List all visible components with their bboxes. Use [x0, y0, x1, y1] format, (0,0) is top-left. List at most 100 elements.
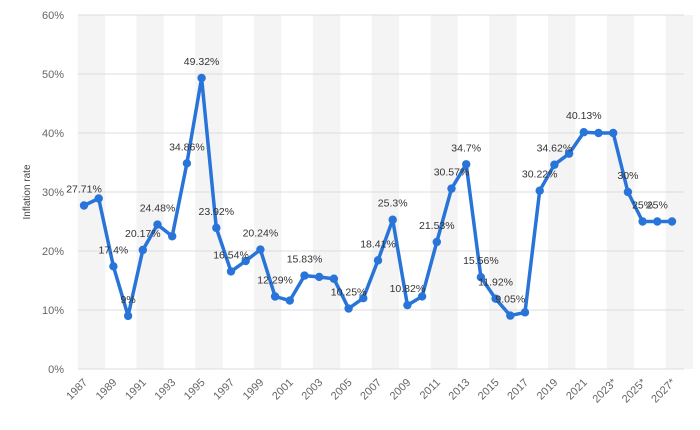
data-label: 30.22%: [522, 169, 558, 181]
x-tick-label: 2001: [270, 377, 296, 403]
data-point[interactable]: [609, 128, 618, 138]
x-tick-label: 2009: [388, 377, 414, 403]
data-label: 49.32%: [184, 56, 220, 68]
data-label: 30%: [617, 170, 638, 182]
x-tick-label: 1997: [211, 377, 237, 403]
data-label: 25%: [632, 200, 653, 212]
data-label: 18.41%: [360, 238, 396, 250]
data-point[interactable]: [491, 294, 500, 303]
x-tick-label: 1999: [241, 377, 267, 403]
data-point[interactable]: [153, 220, 162, 229]
data-point[interactable]: [667, 217, 677, 226]
x-tick-label: 1991: [123, 377, 149, 403]
data-point[interactable]: [388, 215, 397, 224]
data-label: 30.57%: [434, 167, 470, 179]
x-tick-label: 2021: [564, 377, 590, 403]
y-tick-label: 0%: [48, 364, 64, 376]
data-point[interactable]: [138, 245, 147, 255]
data-point[interactable]: [344, 304, 353, 313]
y-tick-label: 50%: [42, 69, 64, 81]
y-tick-label: 30%: [42, 187, 64, 199]
data-point[interactable]: [373, 256, 383, 265]
x-tick-label: 1993: [153, 377, 179, 403]
data-point[interactable]: [417, 292, 427, 301]
data-point[interactable]: [638, 217, 647, 226]
x-tick-label: 2005: [329, 377, 355, 403]
x-tick-label: 2007: [358, 377, 384, 403]
data-point[interactable]: [79, 201, 89, 210]
data-label: 40.13%: [566, 110, 602, 122]
y-axis-ticks: 0% 10% 20% 30% 40% 50% 60%: [42, 10, 64, 376]
x-tick-label: 1995: [182, 377, 208, 403]
data-point[interactable]: [285, 296, 294, 305]
data-point[interactable]: [329, 274, 339, 283]
data-point[interactable]: [270, 292, 280, 301]
x-tick-label: 2027*: [649, 376, 678, 405]
y-tick-label: 40%: [42, 128, 64, 140]
data-label: 16.54%: [213, 249, 249, 261]
data-point[interactable]: [447, 184, 456, 193]
data-label: 34.7%: [451, 142, 481, 154]
data-label: 17.4%: [99, 244, 129, 256]
data-point[interactable]: [123, 311, 133, 321]
data-point[interactable]: [564, 149, 574, 158]
data-labels: 27.71% 17.4% 9% 20.17% 24.48% 34.86% 49.32% 23.…: [66, 56, 668, 306]
data-label: 25.3%: [378, 198, 408, 210]
y-tick-label: 10%: [42, 305, 64, 317]
x-tick-label: 2017: [505, 377, 531, 403]
data-point[interactable]: [550, 160, 559, 169]
x-tick-label: 2025*: [620, 376, 649, 405]
x-tick-label: 2015: [476, 377, 502, 403]
data-label: 27.71%: [66, 184, 102, 196]
data-point[interactable]: [182, 159, 192, 168]
y-axis-label: Inflation rate: [22, 164, 33, 219]
x-tick-label: 2019: [535, 377, 561, 403]
data-label: 15.83%: [287, 254, 323, 266]
data-point[interactable]: [226, 267, 236, 276]
data-label: 25%: [647, 200, 668, 212]
data-label: 34.86%: [169, 141, 205, 153]
data-label: 21.53%: [419, 220, 455, 232]
data-label: 34.62%: [537, 143, 573, 155]
series-group: [79, 73, 677, 321]
x-tick-label: 2013: [447, 377, 473, 403]
data-label: 20.17%: [125, 228, 161, 240]
data-label: 12.29%: [257, 274, 293, 286]
y-tick-label: 60%: [42, 10, 64, 22]
data-point[interactable]: [212, 223, 221, 233]
data-point[interactable]: [462, 160, 471, 169]
data-point[interactable]: [506, 311, 515, 320]
x-tick-label: 2011: [418, 377, 443, 402]
x-tick-label: 2003: [300, 377, 326, 403]
data-label: 9%: [121, 294, 136, 306]
x-tick-label: 1989: [94, 377, 120, 403]
x-tick-label: 1987: [64, 377, 90, 403]
data-point[interactable]: [623, 187, 633, 197]
data-point[interactable]: [653, 217, 662, 226]
data-label: 20.24%: [243, 228, 279, 240]
data-point[interactable]: [432, 237, 441, 247]
data-point[interactable]: [359, 294, 368, 303]
data-point[interactable]: [197, 73, 206, 83]
data-point[interactable]: [315, 272, 324, 282]
x-tick-label: 2023*: [590, 376, 619, 405]
data-point[interactable]: [403, 300, 412, 310]
data-point[interactable]: [241, 256, 250, 266]
data-point[interactable]: [94, 194, 103, 203]
data-point[interactable]: [520, 308, 530, 317]
data-point[interactable]: [579, 128, 588, 137]
data-point[interactable]: [300, 271, 309, 280]
y-tick-label: 20%: [42, 246, 64, 258]
data-point[interactable]: [168, 232, 177, 241]
data-label: 10.25%: [331, 287, 367, 299]
data-point[interactable]: [594, 128, 603, 138]
data-label: 15.56%: [463, 255, 499, 267]
data-label: 23.92%: [198, 206, 234, 218]
data-point[interactable]: [256, 245, 265, 254]
x-axis-ticks: 1987 1989 1991 1993 1995 1997 1999 2001 2003 2005…: [64, 376, 678, 405]
data-point[interactable]: [535, 186, 544, 195]
data-label: 11.92%: [478, 277, 513, 289]
data-point[interactable]: [476, 272, 486, 282]
data-point[interactable]: [109, 262, 118, 271]
